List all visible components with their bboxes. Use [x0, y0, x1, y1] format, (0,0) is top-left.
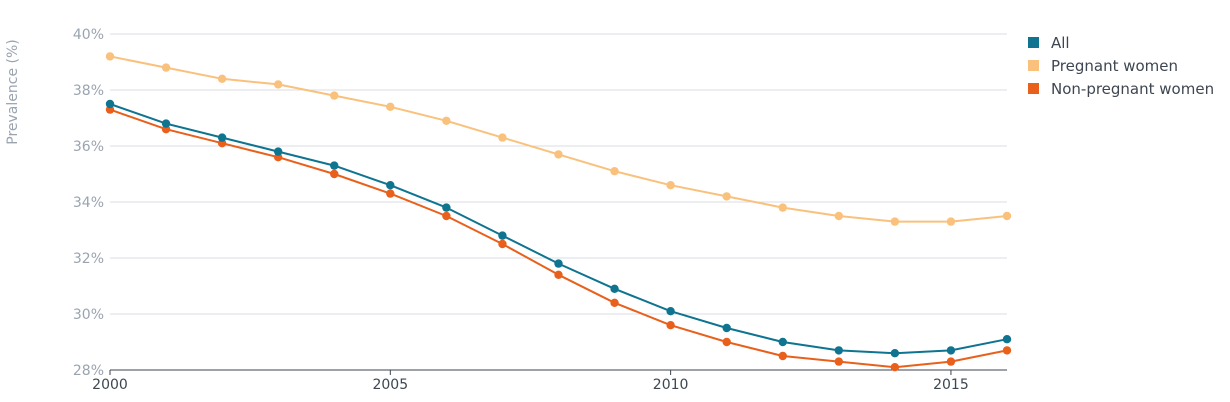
data-point-all	[161, 119, 171, 128]
data-point-pregnant-women	[105, 52, 115, 61]
data-point-non-pregnant-women	[554, 270, 563, 279]
y-tick-label: 38%	[73, 83, 104, 99]
legend-label-all: All	[1051, 33, 1070, 52]
y-tick-label: 36%	[73, 139, 104, 155]
x-tick-label: 2015	[933, 377, 969, 393]
legend-swatch-non-pregnant-women	[1028, 83, 1039, 94]
data-point-non-pregnant-women	[834, 357, 844, 366]
data-point-all	[442, 203, 451, 212]
data-point-pregnant-women	[442, 116, 451, 126]
legend-item-pregnant-women[interactable]: Pregnant women	[1028, 54, 1214, 77]
data-point-all	[386, 181, 395, 190]
series-all	[105, 99, 1012, 358]
x-tick-label: 2005	[372, 377, 408, 393]
data-point-non-pregnant-women	[330, 169, 339, 179]
y-tick-label: 40%	[73, 27, 104, 43]
y-tick-label: 32%	[73, 251, 104, 267]
legend-item-non-pregnant-women[interactable]: Non-pregnant women	[1028, 77, 1214, 100]
x-tick-label: 2010	[653, 377, 689, 393]
series-line-non-pregnant-women	[109, 108, 1008, 369]
data-point-non-pregnant-women	[666, 321, 675, 330]
series-pregnant-women	[105, 52, 1012, 226]
data-point-pregnant-women	[1002, 211, 1012, 221]
x-tick-label: 2000	[92, 377, 128, 393]
data-point-all	[610, 284, 619, 293]
data-point-pregnant-women	[778, 203, 787, 212]
data-point-non-pregnant-women	[946, 357, 956, 366]
data-point-pregnant-women	[666, 181, 675, 190]
y-tick-label: 30%	[73, 307, 104, 323]
data-point-pregnant-women	[217, 74, 227, 84]
data-point-all	[946, 346, 956, 355]
data-point-all	[666, 307, 675, 316]
series-group	[105, 52, 1012, 372]
data-point-pregnant-women	[946, 217, 956, 226]
axes: 28% 30% 32% 34% 36% 38% 40% 2000 2005 2010 2015	[73, 27, 1007, 393]
data-point-pregnant-women	[161, 63, 171, 72]
data-point-all	[273, 147, 283, 156]
data-point-pregnant-women	[610, 167, 619, 176]
data-point-pregnant-women	[386, 102, 395, 112]
legend: All Pregnant women Non-pregnant women	[1028, 31, 1214, 100]
data-point-pregnant-women	[834, 211, 844, 221]
data-point-all	[722, 323, 731, 333]
data-point-non-pregnant-women	[498, 239, 507, 249]
data-point-all	[217, 133, 227, 142]
data-point-all	[498, 231, 507, 240]
y-tick-label: 28%	[73, 363, 104, 379]
data-point-pregnant-women	[890, 217, 900, 226]
data-point-all	[1002, 335, 1012, 344]
legend-swatch-all	[1028, 37, 1039, 48]
y-tick-label: 34%	[73, 195, 104, 211]
data-point-non-pregnant-women	[442, 211, 451, 221]
legend-swatch-pregnant-women	[1028, 60, 1039, 71]
data-point-non-pregnant-women	[722, 337, 731, 347]
series-non-pregnant-women	[105, 105, 1012, 372]
data-point-all	[554, 259, 563, 268]
data-point-pregnant-women	[330, 91, 339, 100]
data-point-non-pregnant-women	[890, 363, 900, 372]
data-point-non-pregnant-women	[1002, 346, 1012, 355]
data-point-all	[330, 161, 339, 170]
legend-label-non-pregnant-women: Non-pregnant women	[1051, 79, 1215, 98]
data-point-pregnant-women	[554, 150, 563, 159]
legend-label-pregnant-women: Pregnant women	[1051, 56, 1179, 75]
data-point-non-pregnant-women	[610, 298, 619, 307]
legend-item-all[interactable]: All	[1028, 31, 1214, 54]
series-line-all	[109, 103, 1008, 355]
data-point-all	[778, 337, 787, 347]
data-point-pregnant-women	[273, 80, 283, 89]
data-point-all	[105, 99, 115, 109]
data-point-all	[890, 349, 900, 358]
data-point-non-pregnant-women	[778, 351, 787, 361]
data-point-pregnant-women	[722, 192, 731, 201]
data-point-all	[834, 346, 844, 355]
y-axis-title: Prevalence (%)	[5, 39, 21, 145]
series-line-pregnant-women	[109, 55, 1008, 223]
data-point-pregnant-women	[498, 133, 507, 142]
data-point-non-pregnant-women	[386, 189, 395, 198]
